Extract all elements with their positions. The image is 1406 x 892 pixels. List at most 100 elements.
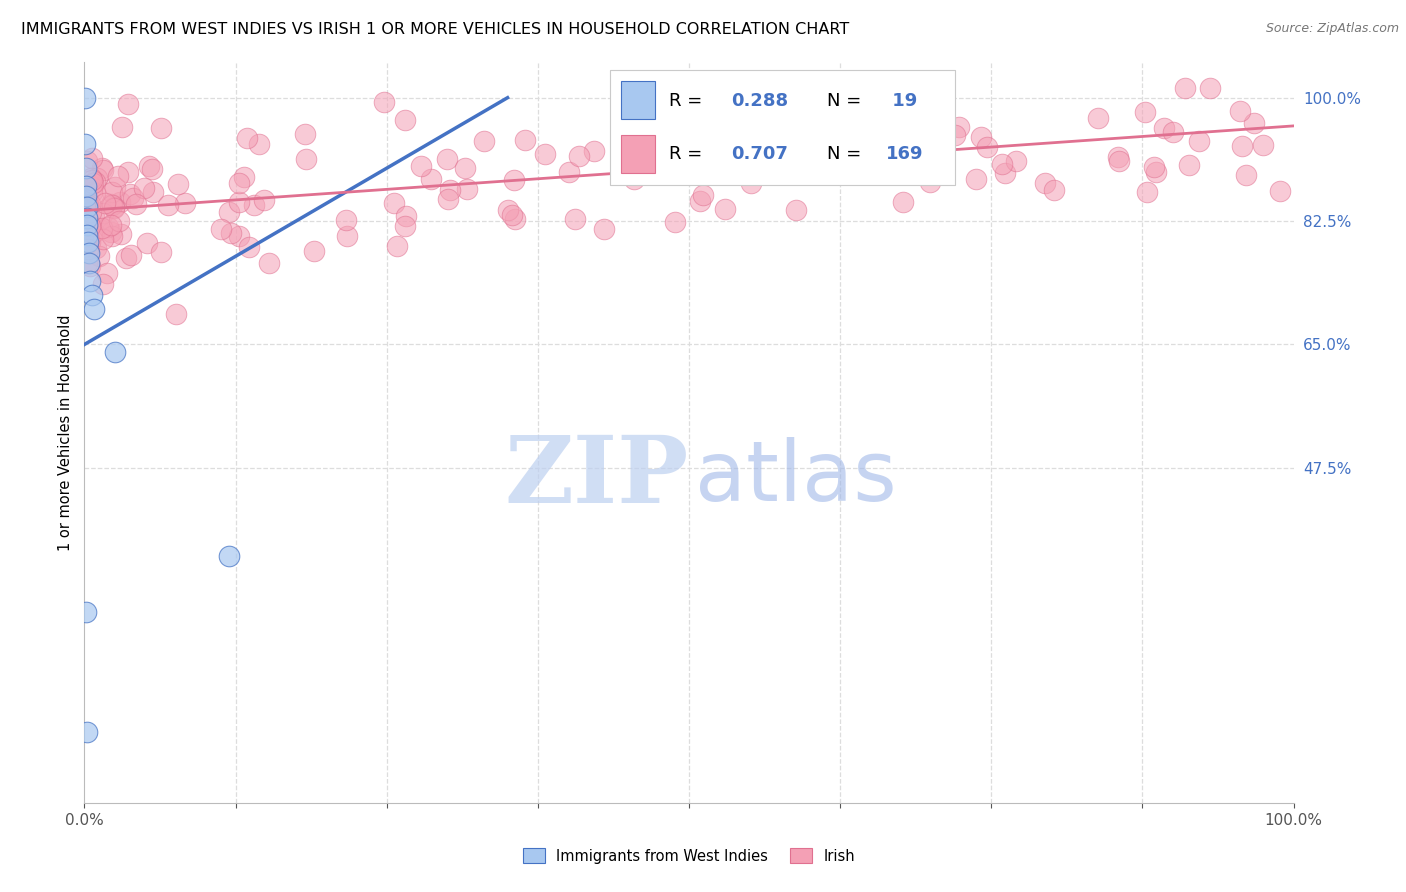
Point xyxy=(79,219,101,234)
Point xyxy=(166,177,188,191)
Point xyxy=(218,549,240,563)
Point xyxy=(533,146,555,161)
Point xyxy=(82,151,104,165)
Point xyxy=(110,227,132,241)
Point xyxy=(456,182,478,196)
Point xyxy=(994,166,1017,180)
Point xyxy=(111,120,134,135)
Point xyxy=(100,225,122,239)
Point xyxy=(107,214,129,228)
Point xyxy=(948,120,970,134)
Point xyxy=(645,146,668,161)
Point xyxy=(558,164,581,178)
Point xyxy=(75,606,97,620)
Point xyxy=(76,228,98,243)
Point xyxy=(991,157,1014,171)
Point xyxy=(236,130,259,145)
Point xyxy=(80,171,103,186)
Point xyxy=(439,183,461,197)
Point xyxy=(91,232,114,246)
Point xyxy=(107,169,129,183)
Point xyxy=(100,197,122,211)
Point xyxy=(209,221,232,235)
Text: Source: ZipAtlas.com: Source: ZipAtlas.com xyxy=(1265,22,1399,36)
Point xyxy=(87,220,110,235)
Text: atlas: atlas xyxy=(695,436,897,517)
Point xyxy=(76,206,98,220)
Point xyxy=(138,159,160,173)
Point xyxy=(898,112,921,126)
Point xyxy=(387,238,409,252)
Point xyxy=(82,185,104,199)
Point xyxy=(778,157,800,171)
Point xyxy=(501,208,523,222)
Point xyxy=(76,194,98,208)
Point xyxy=(382,196,405,211)
Point xyxy=(83,175,105,189)
Point xyxy=(253,193,276,207)
Point xyxy=(103,201,125,215)
Point xyxy=(132,181,155,195)
Point xyxy=(1188,134,1211,148)
Point xyxy=(1136,186,1159,200)
Point xyxy=(75,178,97,193)
Point xyxy=(118,187,141,202)
Point xyxy=(73,91,96,105)
Point xyxy=(394,219,416,234)
Point xyxy=(1033,176,1056,190)
Point xyxy=(83,225,105,239)
Point xyxy=(89,249,111,263)
Point xyxy=(221,226,243,240)
Point xyxy=(141,162,163,177)
Point xyxy=(79,274,101,288)
Point xyxy=(696,151,718,165)
Point xyxy=(1144,164,1167,178)
Point xyxy=(100,197,122,211)
Point xyxy=(79,235,101,249)
Point xyxy=(242,198,264,212)
Point xyxy=(150,121,173,136)
Point xyxy=(83,186,105,201)
Point xyxy=(1270,184,1292,198)
Point xyxy=(1229,103,1251,118)
Point xyxy=(335,212,357,227)
Point xyxy=(75,136,97,151)
Point xyxy=(76,154,98,169)
Point xyxy=(150,245,173,260)
Point xyxy=(76,198,98,212)
Point xyxy=(564,212,586,227)
Point xyxy=(785,203,807,218)
Point xyxy=(91,162,114,177)
Point xyxy=(965,171,987,186)
Point xyxy=(76,194,98,209)
Point xyxy=(117,97,139,112)
Point xyxy=(100,218,122,232)
Point xyxy=(1153,121,1175,136)
Point xyxy=(76,180,98,194)
Point xyxy=(77,245,100,260)
Point xyxy=(943,128,966,142)
Point xyxy=(1107,150,1129,164)
Point xyxy=(689,194,711,208)
Point xyxy=(1178,158,1201,172)
Point xyxy=(817,152,839,166)
Point xyxy=(77,256,100,270)
Point xyxy=(96,266,118,280)
Point xyxy=(79,232,101,246)
Point xyxy=(751,144,773,158)
Point xyxy=(79,197,101,211)
Point xyxy=(238,240,260,254)
Point xyxy=(436,152,458,166)
Point xyxy=(86,241,108,255)
Point xyxy=(93,196,115,211)
Point xyxy=(800,143,823,157)
Point xyxy=(76,211,98,225)
Point xyxy=(115,251,138,265)
Point xyxy=(1243,116,1265,130)
Point xyxy=(77,242,100,256)
Point xyxy=(82,179,104,194)
Point xyxy=(409,159,432,173)
Point xyxy=(568,149,591,163)
Point xyxy=(103,200,125,214)
Point xyxy=(100,185,122,199)
